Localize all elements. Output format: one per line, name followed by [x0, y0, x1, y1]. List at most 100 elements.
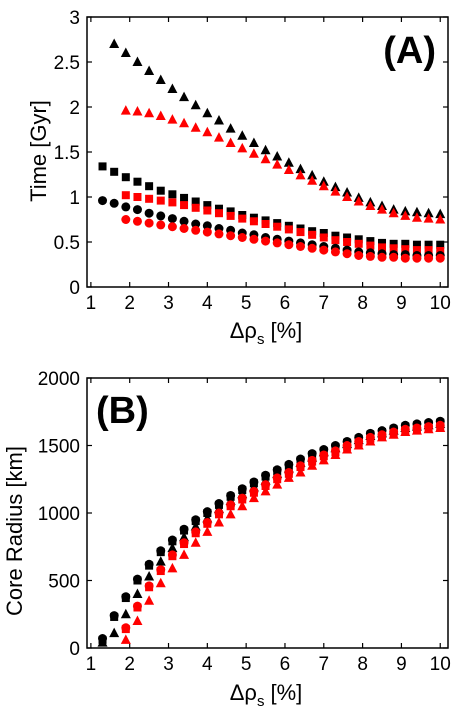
panel-a-series-5-point-10: [214, 229, 224, 239]
panel-a-xtick-label-9: 10: [430, 293, 451, 314]
panel-a-series-2-point-7: [180, 193, 189, 202]
panel-a-ytick-label-6: 3: [69, 8, 80, 29]
panel-a-series-5-point-19: [319, 245, 329, 255]
panel-a-series-1-point-16: [283, 164, 294, 174]
panel-a-ytick-label-0: 0: [69, 278, 80, 299]
panel-a-series-2-point-1: [110, 167, 119, 176]
panel-a-series-4-point-2: [121, 202, 131, 212]
panel-a-series-3-point-2: [121, 191, 130, 200]
panel-a-series-3-point-9: [203, 206, 212, 215]
panel-a-axes: 1 2 3 4 5 6 7 8 9 10 0 0.5 1 1.5 2 2.5 3: [54, 8, 451, 314]
panel-a-series-2-point-8: [191, 197, 200, 206]
panel-a-series-1-point-29: [435, 214, 446, 224]
panel-a-series-2-point-6: [168, 190, 177, 199]
panel-b-series-4-point-12: [238, 495, 247, 504]
panel-a-series-2-point-20: [331, 231, 340, 240]
panel-b-series-5-point-26: [400, 426, 411, 436]
panel-b-series-4-point-11: [226, 502, 235, 511]
panel-a-series-5-point-7: [179, 224, 189, 233]
panel-b-ytick-label-0: 0: [69, 639, 80, 660]
panel-b-label: (B): [96, 390, 149, 432]
panel-a-series-1-point-24: [377, 204, 388, 214]
panel-a-series-2-point-10: [214, 204, 223, 213]
panel-a-series-5-point-14: [261, 236, 271, 246]
panel-b-ylabel: Core Radius [km]: [2, 446, 27, 616]
panel-a-series-1-point-10: [213, 132, 224, 142]
panel-b-series-5-point-28: [423, 423, 434, 434]
panel-a-series-4-point-8: [191, 219, 201, 229]
panel-a-series-0-point-12: [237, 130, 248, 140]
panel-a-series-0-point-1: [109, 38, 120, 48]
panel-a-series-3-point-18: [308, 230, 317, 239]
panel-a-series-3-point-21: [343, 238, 352, 246]
panel-a-ytick-label-1: 0.5: [54, 233, 80, 254]
panel-a-xtick-label-7: 8: [357, 293, 368, 314]
panel-b-series-4-point-5: [156, 567, 165, 576]
panel-a-series-2-point-26: [401, 239, 410, 248]
panel-b-xtick-label-7: 8: [357, 654, 368, 675]
panel-a-series-3-point-5: [156, 196, 165, 205]
panel-b-series-4-point-3: [133, 603, 142, 612]
panel-b-series-5-point-21: [342, 444, 353, 454]
panel-a-series-0-point-8: [190, 99, 201, 110]
panel-b-xlabel-main: Δρ: [230, 680, 257, 705]
panel-a-series-3-point-28: [424, 246, 433, 255]
panel-a-series-2-point-22: [354, 235, 363, 244]
panel-b-ytick-label-1: 500: [48, 572, 80, 593]
panel-b-xtick-label-3: 4: [202, 654, 213, 675]
panel-a-xtick-label-1: 2: [124, 293, 135, 314]
panel-a-series-1-point-20: [330, 186, 341, 196]
panel-b-xtick-label-8: 9: [396, 654, 407, 675]
panel-a-series-5-point-27: [412, 253, 422, 263]
panel-a-series-2-point-0: [98, 162, 107, 171]
panel-a-series-0-point-15: [272, 151, 283, 161]
panel-b-series-2-point-8: [190, 521, 201, 531]
panel-a-series-3-point-17: [296, 228, 305, 237]
panel-b-series-5-point-24: [377, 431, 388, 442]
panel-b-xtick-label-5: 6: [280, 654, 291, 675]
panel-a-series-5-point-9: [202, 227, 212, 237]
panel-a-series-1-point-11: [225, 137, 236, 147]
panel-a-series-5-point-16: [284, 240, 294, 250]
panel-a-series-5-point-15: [272, 238, 282, 248]
panel-a-series-4-point-5: [156, 211, 166, 221]
panel-b-series-2-point-1: [109, 627, 120, 638]
panel-b-series-5-point-10: [213, 516, 224, 527]
panel-b-series-5-point-11: [225, 508, 236, 519]
panel-a-series-0-point-18: [307, 169, 318, 180]
panel-a-series-0-point-14: [260, 144, 271, 155]
panel-a-ytick-label-4: 2: [69, 98, 80, 119]
panel-a-series-2-point-21: [343, 233, 352, 242]
panel-b-series-1-point-5: [156, 548, 165, 557]
panel-a-series-5-point-26: [400, 253, 410, 263]
panel-b-series-5-point-29: [435, 422, 446, 432]
panel-b-xtick-label-0: 1: [86, 654, 97, 675]
panel-a-series-3-point-20: [331, 236, 340, 245]
panel-a-series-0-point-29: [435, 208, 446, 219]
panel-a-series-0-point-5: [155, 74, 166, 84]
panel-a-xtick-label-6: 7: [318, 293, 329, 314]
panel-b-series-5-point-8: [190, 537, 201, 547]
panel-a-series-3-point-26: [401, 245, 410, 254]
panel-a-series-3-point-25: [389, 244, 398, 253]
panel-a-series-1-point-6: [167, 114, 178, 124]
panel-b-series-5-point-14: [260, 485, 271, 496]
panel-b-series-2-point-0: [97, 637, 108, 647]
panel-a-series-3-point-8: [191, 203, 200, 212]
panel-a-series-1-point-21: [342, 191, 353, 201]
panel-a-series-5-point-4: [144, 218, 154, 228]
panel-a-series-2-point-3: [133, 177, 142, 186]
panel-b-series-5-point-6: [167, 562, 178, 573]
panel-a-series-5-point-8: [191, 225, 201, 235]
panel-a-series-5-point-3: [132, 216, 142, 226]
panel-a-series-3-point-14: [261, 220, 270, 228]
panel-a-series-1-point-5: [155, 110, 166, 120]
panel-a-series-0-point-28: [423, 207, 434, 218]
panel-a-series-5-point-24: [377, 252, 387, 262]
panel-a-series-5-point-6: [167, 222, 177, 232]
panel-b-xtick-label-4: 5: [241, 654, 252, 675]
panel-a-xtick-label-8: 9: [396, 293, 407, 314]
panel-a-series-3-point-11: [226, 211, 235, 220]
panel-a-series-3-point-27: [412, 246, 421, 255]
panel-b-series-5-point-15: [272, 479, 283, 489]
